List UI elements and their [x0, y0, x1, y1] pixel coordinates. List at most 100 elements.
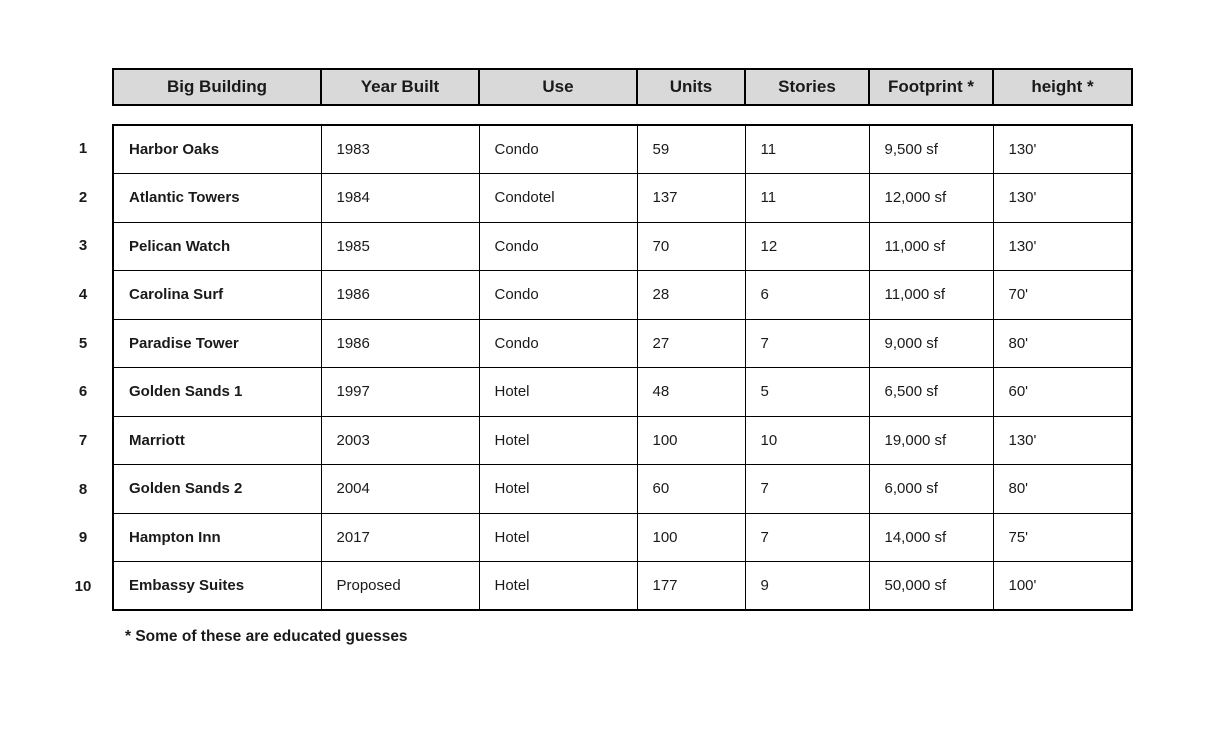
cell-year-built: 1986	[320, 270, 480, 320]
cell-stories: 6	[744, 270, 870, 320]
cell-building-name: Hampton Inn	[112, 512, 322, 562]
row-number: 9	[78, 529, 88, 547]
cell-footprint: 50,000 sf	[868, 561, 994, 611]
column-header-height: height *	[992, 68, 1133, 106]
cell-height: 100'	[992, 561, 1133, 611]
cell-use: Hotel	[478, 464, 638, 514]
cell-height: 130'	[992, 221, 1133, 271]
table-row: Carolina Surf 1986 Condo 28 6 11,000 sf …	[112, 270, 1133, 320]
cell-units: 27	[636, 318, 746, 368]
cell-footprint: 9,000 sf	[868, 318, 994, 368]
cell-use: Hotel	[478, 367, 638, 417]
row-number-gutter: 1 2 3 4 5 6 7 8 9 10	[64, 124, 102, 611]
cell-stories: 7	[744, 318, 870, 368]
cell-year-built: 1985	[320, 221, 480, 271]
cell-footprint: 9,500 sf	[868, 124, 994, 174]
cell-units: 100	[636, 512, 746, 562]
cell-use: Condo	[478, 221, 638, 271]
cell-building-name: Embassy Suites	[112, 561, 322, 611]
row-number: 3	[78, 237, 88, 255]
cell-units: 177	[636, 561, 746, 611]
table-row: Paradise Tower 1986 Condo 27 7 9,000 sf …	[112, 318, 1133, 368]
column-header-use: Use	[478, 68, 638, 106]
footnote: * Some of these are educated guesses	[125, 628, 408, 645]
table-body-wrap: 1 2 3 4 5 6 7 8 9 10 Harbor Oaks 1983 Co…	[75, 124, 1133, 611]
cell-use: Condo	[478, 270, 638, 320]
cell-height: 130'	[992, 124, 1133, 174]
cell-units: 137	[636, 173, 746, 223]
cell-use: Hotel	[478, 512, 638, 562]
cell-use: Condotel	[478, 173, 638, 223]
cell-building-name: Pelican Watch	[112, 221, 322, 271]
cell-year-built: 1997	[320, 367, 480, 417]
row-number: 6	[78, 383, 88, 401]
table-row: Hampton Inn 2017 Hotel 100 7 14,000 sf 7…	[112, 512, 1133, 562]
cell-footprint: 12,000 sf	[868, 173, 994, 223]
cell-units: 59	[636, 124, 746, 174]
cell-building-name: Atlantic Towers	[112, 173, 322, 223]
cell-footprint: 11,000 sf	[868, 221, 994, 271]
cell-year-built: 2017	[320, 512, 480, 562]
row-number: 5	[78, 334, 88, 352]
column-header-big-building: Big Building	[112, 68, 322, 106]
cell-building-name: Marriott	[112, 415, 322, 465]
column-header-footprint: Footprint *	[868, 68, 994, 106]
header-row: Big Building Year Built Use Units Storie…	[112, 68, 1133, 106]
cell-footprint: 11,000 sf	[868, 270, 994, 320]
table-row: Golden Sands 1 1997 Hotel 48 5 6,500 sf …	[112, 367, 1133, 417]
cell-building-name: Golden Sands 1	[112, 367, 322, 417]
column-header-stories: Stories	[744, 68, 870, 106]
cell-year-built: 1983	[320, 124, 480, 174]
cell-stories: 9	[744, 561, 870, 611]
cell-building-name: Harbor Oaks	[112, 124, 322, 174]
buildings-table-area: Big Building Year Built Use Units Storie…	[75, 68, 1133, 646]
cell-stories: 12	[744, 221, 870, 271]
cell-building-name: Carolina Surf	[112, 270, 322, 320]
row-number: 4	[78, 285, 88, 303]
row-number: 8	[78, 480, 88, 498]
cell-use: Hotel	[478, 561, 638, 611]
cell-year-built: 2003	[320, 415, 480, 465]
cell-height: 80'	[992, 318, 1133, 368]
cell-building-name: Paradise Tower	[112, 318, 322, 368]
cell-stories: 10	[744, 415, 870, 465]
table-header: Big Building Year Built Use Units Storie…	[112, 68, 1133, 106]
row-number: 2	[78, 188, 88, 206]
cell-footprint: 6,500 sf	[868, 367, 994, 417]
cell-units: 100	[636, 415, 746, 465]
table-row: Atlantic Towers 1984 Condotel 137 11 12,…	[112, 173, 1133, 223]
cell-year-built: Proposed	[320, 561, 480, 611]
cell-footprint: 19,000 sf	[868, 415, 994, 465]
cell-stories: 11	[744, 124, 870, 174]
cell-stories: 7	[744, 464, 870, 514]
cell-stories: 11	[744, 173, 870, 223]
row-number: 1	[78, 139, 88, 157]
table-row: Golden Sands 2 2004 Hotel 60 7 6,000 sf …	[112, 464, 1133, 514]
table-row: Harbor Oaks 1983 Condo 59 11 9,500 sf 13…	[112, 124, 1133, 174]
column-header-units: Units	[636, 68, 746, 106]
cell-year-built: 1986	[320, 318, 480, 368]
cell-height: 60'	[992, 367, 1133, 417]
table-row: Pelican Watch 1985 Condo 70 12 11,000 sf…	[112, 221, 1133, 271]
cell-year-built: 1984	[320, 173, 480, 223]
cell-units: 70	[636, 221, 746, 271]
cell-units: 28	[636, 270, 746, 320]
cell-footprint: 6,000 sf	[868, 464, 994, 514]
cell-height: 130'	[992, 173, 1133, 223]
cell-use: Condo	[478, 318, 638, 368]
cell-height: 75'	[992, 512, 1133, 562]
row-number: 7	[78, 432, 88, 450]
table-row: Marriott 2003 Hotel 100 10 19,000 sf 130…	[112, 415, 1133, 465]
cell-year-built: 2004	[320, 464, 480, 514]
column-header-year-built: Year Built	[320, 68, 480, 106]
table-row: Embassy Suites Proposed Hotel 177 9 50,0…	[112, 561, 1133, 611]
cell-height: 80'	[992, 464, 1133, 514]
cell-stories: 5	[744, 367, 870, 417]
cell-use: Condo	[478, 124, 638, 174]
cell-units: 48	[636, 367, 746, 417]
cell-units: 60	[636, 464, 746, 514]
row-number: 10	[74, 578, 92, 596]
cell-building-name: Golden Sands 2	[112, 464, 322, 514]
cell-footprint: 14,000 sf	[868, 512, 994, 562]
buildings-table: Harbor Oaks 1983 Condo 59 11 9,500 sf 13…	[112, 124, 1133, 611]
